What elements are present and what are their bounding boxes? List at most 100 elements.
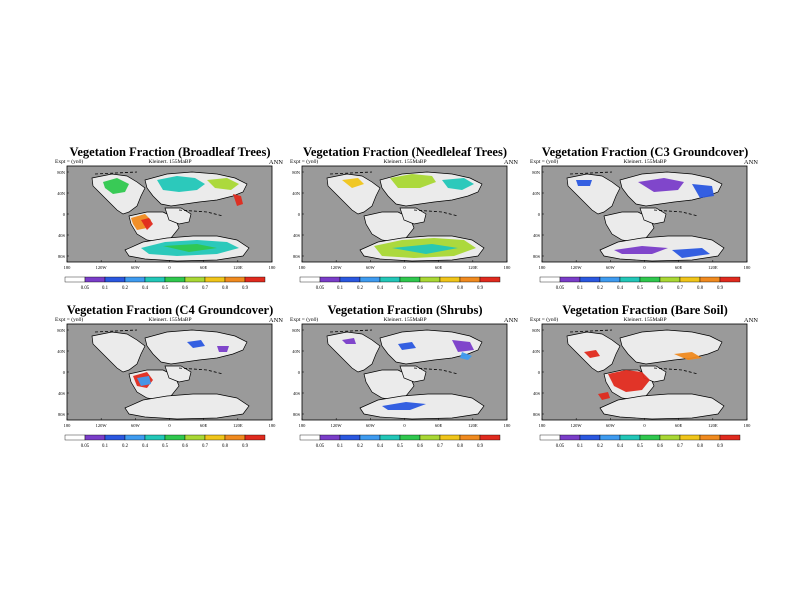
colorbar-tick-label: 0.05 xyxy=(316,444,325,449)
colorbar-swatch xyxy=(479,434,501,441)
colorbar-tick-label: 0.7 xyxy=(437,286,444,291)
experiment-label: Kleinert. 155MaBP xyxy=(383,159,427,165)
lat-tick-label: 0 xyxy=(298,370,301,375)
panel-broadleaf-trees: Vegetation Fraction (Broadleaf Trees) Ex… xyxy=(55,145,285,310)
panel-bare-soil: Vegetation Fraction (Bare Soil) Expt = (… xyxy=(530,303,760,468)
colorbar-tick-label: 0.9 xyxy=(717,444,724,449)
map-plot xyxy=(66,323,273,421)
colorbar-tick-label: 0.05 xyxy=(81,444,90,449)
colorbar-swatch xyxy=(359,434,381,441)
lon-tick-label: 120E xyxy=(233,423,243,428)
colorbar-tick-label: 0.05 xyxy=(316,286,325,291)
colorbar-tick-label: 0.1 xyxy=(577,444,584,449)
colorbar-tick-label: 0.4 xyxy=(142,286,149,291)
colorbar-swatch xyxy=(659,434,681,441)
colorbar-tick-label: 0.2 xyxy=(597,286,604,291)
colorbar-swatch xyxy=(579,434,601,441)
colorbar-tick-label: 0.5 xyxy=(162,444,169,449)
panel-title: Vegetation Fraction (Bare Soil) xyxy=(562,303,728,317)
colorbar-swatch xyxy=(204,434,226,441)
lat-tick-label: 40S xyxy=(293,233,301,238)
veg-patch-south-america xyxy=(608,370,650,392)
panel-c3-groundcover: Vegetation Fraction (C3 Groundcover) Exp… xyxy=(530,145,760,310)
lat-tick-label: 80S xyxy=(533,254,541,259)
veg-patch-north-america xyxy=(103,178,129,194)
map-plot xyxy=(301,165,508,263)
colorbar-tick-label: 0.8 xyxy=(222,444,229,449)
lon-tick-label: 180 xyxy=(539,265,547,270)
experiment-label: Kleinert. 155MaBP xyxy=(148,317,192,323)
colorbar-swatch xyxy=(244,434,266,441)
landmass-africa xyxy=(399,207,427,225)
coastline-dashes-north xyxy=(329,329,373,333)
veg-patch-north-america xyxy=(584,350,600,358)
lat-tick-label: 0 xyxy=(538,212,541,217)
colorbar-swatch xyxy=(439,276,461,283)
map-c4-groundcover: 80N 40N 0 40S 80S 180 120W 60W 0 60E 120E 180 xyxy=(57,323,276,428)
colorbar-tick-label: 0.1 xyxy=(337,444,344,449)
veg-patch-eurasia xyxy=(638,178,684,192)
colorbar-swatch xyxy=(204,276,226,283)
veg-patch-east-asia xyxy=(692,184,714,198)
colorbar-swatch xyxy=(224,276,246,283)
veg-patch-east-coast xyxy=(233,194,243,206)
colorbar-swatch xyxy=(319,276,341,283)
lat-tick-label: 80N xyxy=(57,328,66,333)
period-label: ANN xyxy=(268,159,283,166)
expt-label: Expt = (yn0) xyxy=(290,317,319,323)
landmass-northAm xyxy=(326,331,381,373)
colorbar-tick-label: 0.2 xyxy=(597,444,604,449)
lon-tick-label: 180 xyxy=(64,265,72,270)
period-label: ANN xyxy=(743,317,758,324)
lon-tick-label: 120E xyxy=(468,265,478,270)
lon-tick-label: 180 xyxy=(269,265,277,270)
colorbar-tick-label: 0.8 xyxy=(457,286,464,291)
colorbar-swatch xyxy=(224,434,246,441)
experiment-label: Kleinert. 155MaBP xyxy=(623,317,667,323)
colorbar-swatch xyxy=(184,434,206,441)
map-plot xyxy=(301,323,508,421)
lon-tick-label: 60E xyxy=(435,423,443,428)
veg-patch-eurasia xyxy=(398,342,416,350)
map-plot xyxy=(66,165,273,263)
colorbar-swatch xyxy=(244,276,266,283)
colorbar-swatch xyxy=(679,434,701,441)
panel-title: Vegetation Fraction (C3 Groundcover) xyxy=(541,145,749,159)
lat-tick-label: 80N xyxy=(292,328,301,333)
veg-patch-east-asia xyxy=(207,178,239,190)
lon-tick-label: 0 xyxy=(643,265,646,270)
colorbar-tick-label: 0.5 xyxy=(397,444,404,449)
lon-tick-label: 180 xyxy=(744,423,752,428)
period-label: ANN xyxy=(743,159,758,166)
colorbar-swatch xyxy=(164,434,186,441)
coastline-dashes-north xyxy=(329,171,373,175)
landmass-northAm xyxy=(326,173,381,215)
panel-shrubs: Vegetation Fraction (Shrubs) Expt = (yn0… xyxy=(290,303,520,468)
colorbar-swatch xyxy=(104,434,126,441)
lat-tick-label: 40N xyxy=(292,349,301,354)
lon-tick-label: 120E xyxy=(233,265,243,270)
landmass-africa xyxy=(164,207,192,225)
lat-tick-label: 0 xyxy=(63,370,66,375)
lon-tick-label: 60W xyxy=(131,423,141,428)
colorbar-tick-label: 0.5 xyxy=(637,286,644,291)
colorbar-swatch xyxy=(539,276,561,283)
lon-tick-label: 120W xyxy=(331,265,343,270)
lat-tick-label: 0 xyxy=(298,212,301,217)
colorbar-swatch xyxy=(699,276,721,283)
colorbar-swatch xyxy=(599,276,621,283)
veg-patch-north-america xyxy=(342,338,356,344)
panel-needleleaf-trees: Vegetation Fraction (Needleleaf Trees) E… xyxy=(290,145,520,310)
colorbar: 0.05 0.1 0.2 0.4 0.5 0.6 0.7 0.8 0.9 xyxy=(299,434,501,449)
map-needleleaf-trees: 80N 40N 0 40S 80S 180 120W 60W 0 60E 120E 180 xyxy=(292,165,511,270)
colorbar-swatch xyxy=(419,434,441,441)
veg-patch-south-america-core xyxy=(137,376,151,386)
lon-tick-label: 120W xyxy=(96,265,108,270)
veg-patch-isthmus xyxy=(598,392,610,400)
lon-tick-label: 0 xyxy=(168,423,171,428)
lon-tick-label: 60E xyxy=(200,265,208,270)
landmass-northAm xyxy=(91,331,146,373)
colorbar-swatch xyxy=(124,276,146,283)
lon-tick-label: 60W xyxy=(131,265,141,270)
